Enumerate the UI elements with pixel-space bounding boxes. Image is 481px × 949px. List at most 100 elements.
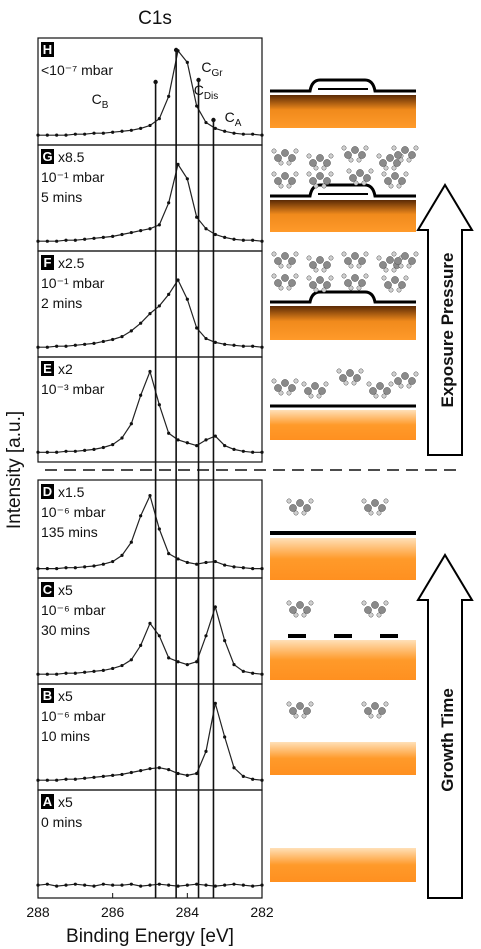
molecule-atom bbox=[344, 279, 352, 287]
molecule-atom bbox=[368, 713, 374, 719]
data-point bbox=[185, 560, 189, 565]
illustrations bbox=[270, 78, 474, 899]
data-point bbox=[139, 393, 143, 397]
molecule-atom bbox=[383, 498, 389, 504]
molecule-atom bbox=[376, 382, 384, 390]
molecule-atom bbox=[383, 387, 391, 395]
molecule-atom bbox=[306, 153, 312, 159]
molecule-atom bbox=[381, 275, 387, 281]
molecule-atom bbox=[321, 165, 327, 171]
molecule-atom bbox=[316, 256, 324, 264]
molecule-atom bbox=[293, 251, 299, 257]
data-point bbox=[83, 448, 87, 452]
molecule-atom bbox=[278, 285, 284, 291]
molecule-atom bbox=[274, 177, 282, 185]
data-point bbox=[101, 882, 105, 886]
molecule-atom bbox=[379, 261, 387, 269]
data-point bbox=[36, 133, 40, 137]
data-point bbox=[139, 514, 143, 518]
data-point bbox=[64, 777, 68, 781]
data-point bbox=[92, 884, 96, 888]
x-tick-label: 288 bbox=[26, 904, 50, 920]
data-point bbox=[176, 771, 180, 776]
molecule-atom bbox=[401, 146, 409, 154]
peak-label: CB bbox=[92, 91, 109, 111]
molecule-atom bbox=[391, 267, 397, 273]
molecule-atom bbox=[309, 159, 317, 167]
data-point bbox=[213, 340, 217, 344]
molecule-atom bbox=[406, 383, 412, 389]
data-point bbox=[213, 701, 217, 706]
data-point bbox=[232, 447, 236, 451]
data-point bbox=[83, 565, 87, 569]
data-point bbox=[55, 239, 59, 243]
data-point bbox=[139, 321, 143, 325]
data-point bbox=[167, 768, 171, 772]
data-point bbox=[223, 563, 227, 567]
molecule-atom bbox=[413, 371, 419, 377]
molecule-atom bbox=[376, 255, 382, 261]
data-point bbox=[176, 438, 180, 442]
panel-condition: 2 mins bbox=[41, 295, 82, 311]
panel-condition: 10⁻⁶ mbar bbox=[41, 602, 106, 618]
data-point bbox=[120, 129, 124, 133]
molecule-atom bbox=[271, 273, 277, 279]
panel-label: C bbox=[43, 582, 53, 597]
molecule-atom bbox=[313, 165, 319, 171]
molecule-atom bbox=[328, 153, 334, 159]
molecule-atom bbox=[344, 257, 352, 265]
data-point bbox=[185, 773, 189, 778]
molecule-atom bbox=[308, 498, 314, 504]
panel-label: F bbox=[44, 255, 52, 270]
data-point bbox=[83, 883, 87, 887]
molecule-atom bbox=[358, 368, 364, 374]
data-point bbox=[241, 344, 245, 348]
data-point bbox=[64, 344, 68, 348]
molecule-atom bbox=[378, 606, 386, 614]
data-point bbox=[260, 133, 264, 137]
molecule-atom bbox=[271, 171, 277, 177]
molecule-atom bbox=[281, 252, 289, 260]
peak-label: CA bbox=[225, 109, 242, 129]
peak-marker bbox=[196, 77, 201, 83]
molecule-atom bbox=[278, 160, 284, 166]
molecule-atom bbox=[274, 384, 282, 392]
data-point bbox=[129, 422, 133, 426]
molecule-atom bbox=[408, 151, 416, 159]
molecule-atom bbox=[396, 287, 402, 293]
molecule-atom bbox=[344, 151, 352, 159]
molecule-atom bbox=[396, 183, 402, 189]
molecule-atom bbox=[271, 251, 277, 257]
molecule-atom bbox=[398, 383, 404, 389]
molecule-atom bbox=[281, 274, 289, 282]
molecule-atom bbox=[293, 510, 299, 516]
molecule-atom bbox=[388, 381, 394, 387]
molecule-atom bbox=[301, 713, 307, 719]
data-point bbox=[260, 567, 264, 571]
data-point bbox=[167, 883, 171, 887]
data-point bbox=[55, 344, 59, 348]
molecule-atom bbox=[391, 276, 399, 284]
data-point bbox=[204, 438, 208, 442]
data-point bbox=[73, 671, 77, 675]
molecule-atom bbox=[308, 600, 314, 606]
data-point bbox=[260, 672, 264, 676]
data-point bbox=[260, 883, 264, 887]
molecule-atom bbox=[286, 160, 292, 166]
data-point bbox=[139, 229, 143, 233]
panel-frame bbox=[37, 37, 263, 146]
data-point bbox=[101, 131, 105, 135]
data-point bbox=[204, 120, 208, 125]
molecule-atom bbox=[401, 372, 409, 380]
data-point bbox=[213, 605, 217, 609]
molecule-atom bbox=[278, 390, 284, 396]
molecule-atom bbox=[388, 183, 394, 189]
molecule-atom bbox=[323, 261, 331, 269]
molecule-atom bbox=[278, 183, 284, 189]
data-point bbox=[139, 126, 143, 130]
molecule-atom bbox=[358, 151, 366, 159]
data-point bbox=[167, 201, 171, 205]
molecule-atom bbox=[309, 261, 317, 269]
molecule-atom bbox=[336, 368, 342, 374]
molecule-atom bbox=[313, 287, 319, 293]
